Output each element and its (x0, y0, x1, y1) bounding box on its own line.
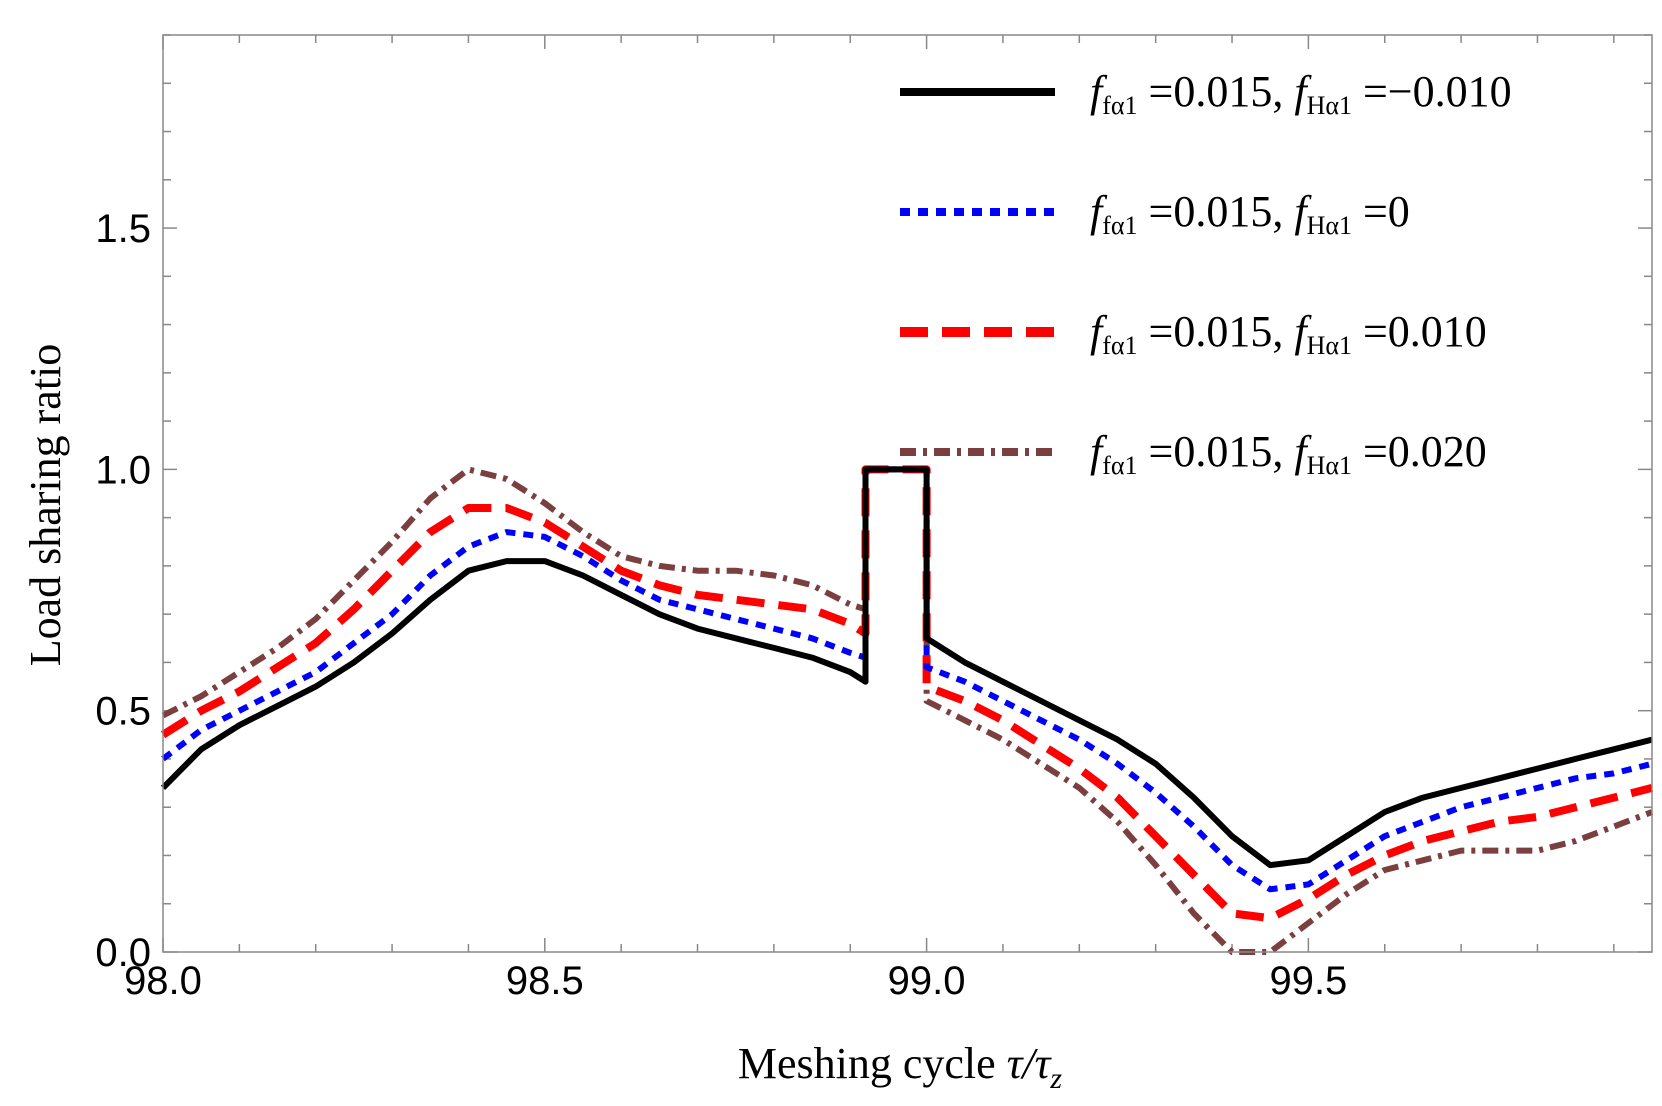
x-tick-label: 99.5 (1269, 959, 1347, 1003)
x-axis-label-math: τ/τ (1007, 1039, 1053, 1088)
legend-label: ffα1 =0.015, fHα1 =0.020 (1090, 427, 1487, 480)
legend-label: ffα1 =0.015, fHα1 =0 (1090, 187, 1410, 240)
x-axis-label: Meshing cycle τ/τz (738, 1039, 1063, 1095)
legend-label: ffα1 =0.015, fHα1 =0.010 (1090, 307, 1487, 360)
legend: ffα1 =0.015, fHα1 =−0.010 ffα1 =0.015, fH… (900, 67, 1512, 480)
x-axis-label-sub: z (1049, 1062, 1062, 1095)
y-tick-label: 0.5 (95, 690, 151, 734)
y-tick-label: 1.5 (95, 207, 151, 251)
x-tick-label: 98.5 (506, 959, 584, 1003)
x-axis-label-main: Meshing cycle (738, 1039, 1007, 1088)
series-line (160, 466, 1653, 869)
y-axis-label: Load sharing ratio (21, 344, 70, 667)
series-line (160, 465, 1653, 923)
y-tick-labels: 0.0 0.5 1.0 1.5 (95, 207, 151, 975)
legend-label: ffα1 =0.015, fHα1 =−0.010 (1090, 67, 1512, 120)
x-tick-label: 99.0 (888, 959, 966, 1003)
series-lines (160, 465, 1654, 955)
y-tick-label: 0.0 (95, 931, 151, 975)
plot-frame (162, 34, 1653, 953)
x-tick-label: 98.0 (124, 959, 202, 1003)
y-tick-label: 1.0 (95, 448, 151, 492)
x-tick-labels: 98.0 98.5 99.0 99.5 (124, 959, 1347, 1003)
